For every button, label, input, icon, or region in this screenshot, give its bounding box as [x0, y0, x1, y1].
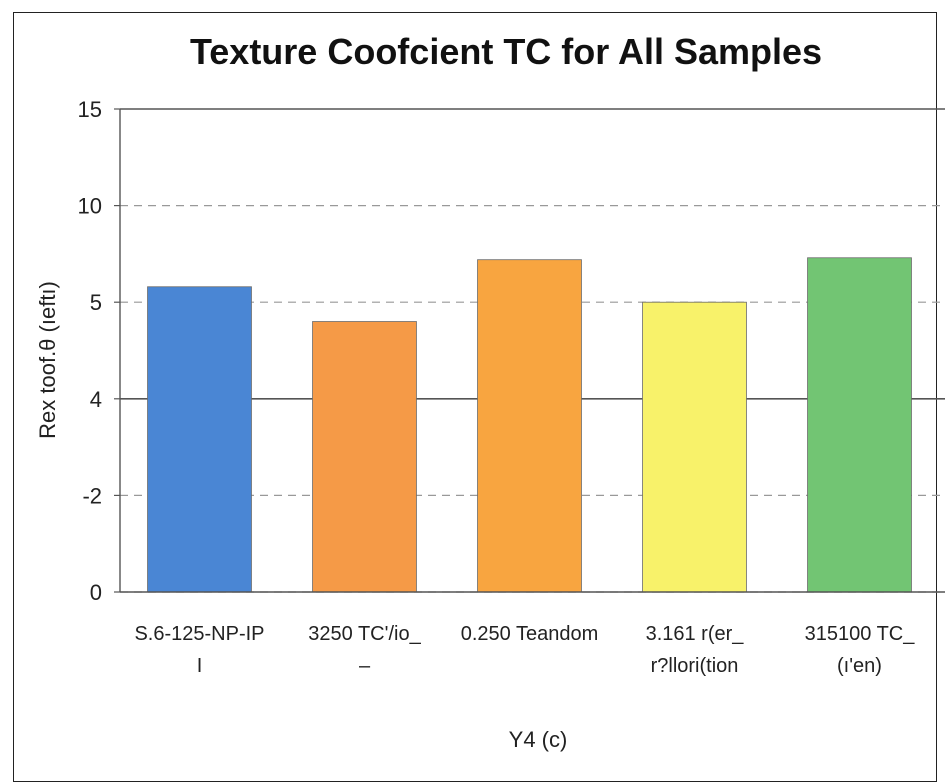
bar — [807, 257, 912, 593]
bars — [147, 257, 912, 593]
x-category-label: 315100 TC_ (ı'en) — [805, 623, 916, 677]
x-category-label: 0.250 Teandom — [461, 623, 599, 645]
y-tick-label: 5 — [90, 290, 102, 315]
x-axis-title: Y4 (c) — [509, 727, 568, 752]
x-category-label: 3.161 r(er_ r?llori(tion — [646, 623, 745, 677]
y-tick-labels: 15 10 5 4 -2 0 — [78, 97, 102, 605]
y-tick-label: -2 — [82, 483, 102, 508]
y-tick-label: 0 — [90, 580, 102, 605]
bar — [477, 259, 582, 593]
x-category-labels: S.6-125-NP-IP I 3250 TC'/io_ – 0.250 Teandom… — [134, 623, 915, 677]
bar — [642, 301, 747, 593]
chart-title: Texture Coofcient TC for All Samples — [190, 31, 822, 72]
y-tick-label: 4 — [90, 387, 102, 412]
y-tick-label: 15 — [78, 97, 102, 122]
bar — [312, 321, 417, 593]
x-category-label: S.6-125-NP-IP I — [134, 623, 264, 677]
y-tick-label: 10 — [78, 194, 102, 219]
axes — [114, 108, 945, 593]
y-axis-title: Rex toof.θ (ıeftı) — [35, 281, 60, 439]
bar — [147, 286, 252, 593]
x-category-label: 3250 TC'/io_ – — [308, 623, 421, 677]
